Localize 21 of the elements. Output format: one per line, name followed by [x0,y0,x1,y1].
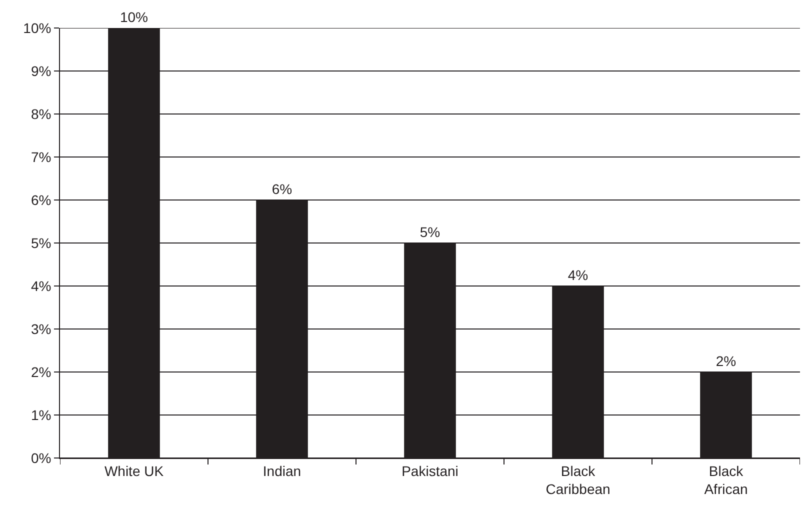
y-tick-label: 9% [30,62,52,79]
y-tick-label: 2% [30,364,52,380]
data-label: 5% [420,224,440,240]
y-tick-label: 5% [30,234,52,251]
x-tick-label: White UK [104,462,164,479]
y-tick-label: 10% [23,20,52,36]
data-label: 10% [120,9,148,25]
data-label: 4% [568,267,588,283]
y-tick-label: 6% [30,192,52,208]
data-label: 2% [716,353,736,369]
y-tick-label: 3% [30,320,52,337]
data-label: 6% [272,181,292,197]
x-tick-label: Black African [704,462,748,497]
y-tick-label: 8% [30,106,52,122]
x-tick-label: Pakistani [402,462,458,479]
y-tick-label: 1% [30,406,52,423]
x-tick-label: Indian [262,462,302,479]
y-tick-label: 4% [30,278,52,294]
x-tick-label: Black Caribbean [546,462,610,497]
y-tick-label: 7% [30,148,52,165]
y-tick-label: 0% [30,450,52,466]
